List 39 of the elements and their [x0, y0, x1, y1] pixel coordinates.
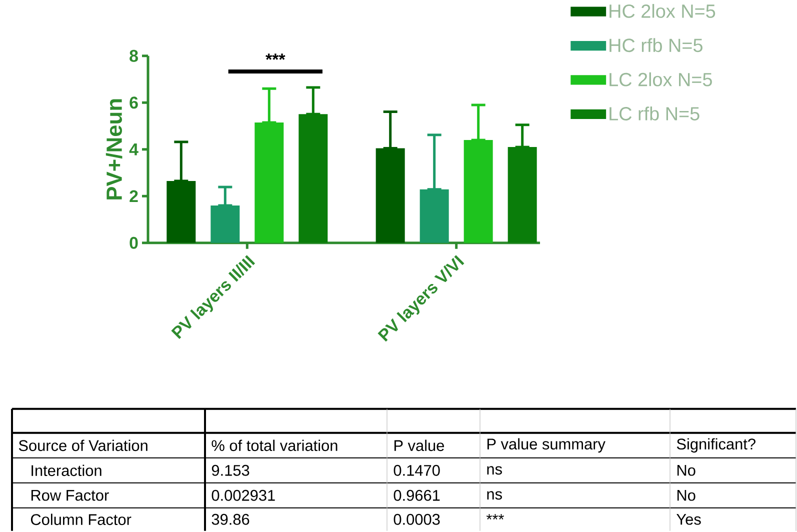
text: 0.002931	[212, 490, 275, 501]
y-tick-label: 8	[130, 50, 138, 62]
text: % of total variation	[212, 440, 338, 452]
bar	[298, 114, 328, 243]
source-note: Source of Variation	[18, 440, 148, 452]
text: 0.9661	[394, 490, 440, 501]
bar	[420, 189, 449, 243]
y-tick-label: 4	[129, 144, 138, 156]
text: 0.0003	[394, 514, 440, 525]
bar	[166, 180, 196, 243]
text: 0.1470	[394, 464, 440, 476]
legend-label: HC 2lox N=5	[610, 4, 716, 18]
bar	[254, 122, 284, 243]
bar	[376, 148, 405, 243]
text: P value	[394, 440, 444, 452]
y-axis-title: PV+/Neun	[106, 99, 122, 200]
annotation: ***	[266, 54, 286, 60]
y-tick-label: 6	[130, 96, 138, 109]
legend-label: LC 2lox N=5	[610, 72, 712, 86]
text: Column Factor	[30, 514, 132, 526]
text: ***	[486, 514, 504, 520]
bar	[508, 147, 537, 243]
text: Yes	[676, 514, 701, 525]
legend-label: LC rfb N=5	[610, 106, 700, 121]
text: Significant?	[676, 438, 756, 453]
legend-label: HC rfb N=5	[610, 38, 702, 52]
text: ns	[487, 466, 502, 475]
bar	[210, 206, 240, 243]
text: 39.86	[212, 514, 250, 525]
bar	[464, 140, 493, 243]
text: ns	[487, 491, 502, 500]
text: Interaction	[32, 464, 102, 476]
text: No	[677, 490, 696, 501]
y-tick-label: 0	[130, 236, 138, 249]
text: 9.153	[212, 464, 250, 476]
text: No	[677, 465, 696, 476]
text: Row Factor	[31, 490, 109, 501]
text: P value summary	[487, 438, 606, 453]
y-tick-label: 2	[130, 190, 138, 202]
